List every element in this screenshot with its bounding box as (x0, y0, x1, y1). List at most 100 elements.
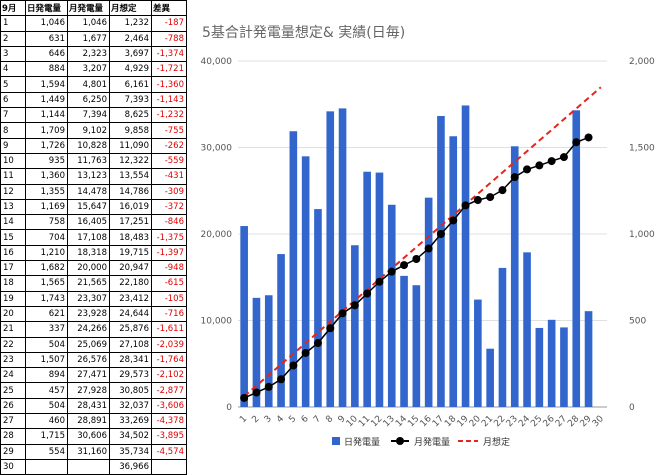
cell-day: 16 (0, 244, 26, 262)
monthly-point-5 (289, 361, 298, 370)
cell-day: 26 (0, 397, 26, 415)
right-tick-label: 500 (629, 317, 646, 327)
cell-monthly: 16,405 (67, 214, 110, 231)
cell-diff: -105 (151, 290, 187, 307)
cell-daily: 621 (25, 305, 68, 323)
right-tick-label: 1,000 (629, 230, 655, 240)
cell-monthly: 7,394 (67, 107, 110, 124)
legend-label-monthly: 月発電量 (414, 436, 450, 448)
cell-diff: -1,232 (151, 107, 187, 124)
cell-daily: 631 (25, 30, 68, 47)
monthly-point-20 (473, 196, 482, 205)
bar-day-20 (474, 299, 482, 407)
monthly-point-22 (498, 186, 507, 195)
cell-monthly: 26,576 (67, 351, 110, 369)
x-tick-label: 3 (263, 414, 274, 425)
monthly-point-17 (436, 230, 445, 238)
monthly-point-26 (547, 157, 556, 166)
monthly-point-12 (375, 277, 384, 286)
cell-forecast: 32,037 (109, 397, 152, 415)
cell-daily: 1,449 (25, 91, 68, 109)
cell-day: 27 (0, 413, 26, 430)
monthly-point-2 (252, 388, 261, 397)
cell-daily: 1,565 (25, 275, 68, 292)
cell-forecast: 27,108 (109, 336, 152, 353)
bar-day-1 (240, 226, 248, 407)
monthly-point-29 (584, 133, 593, 142)
bar-day-13 (387, 204, 396, 407)
cell-forecast: 24,644 (109, 305, 152, 323)
bar-day-23 (510, 146, 519, 407)
cell-forecast: 28,341 (109, 351, 152, 369)
monthly-point-15 (412, 255, 421, 264)
generation-chart: 5基合計発電量想定& 実績(日毎) 0 10,000 20,000 30,000 40,… (201, 24, 656, 448)
table-row: 23 1,507 26,576 28,341 -1,764 (0, 351, 187, 369)
cell-day: 18 (0, 275, 26, 292)
monthly-point-28 (572, 138, 581, 147)
left-tick-label: 30,000 (201, 144, 233, 154)
bar-day-2 (252, 297, 261, 407)
cell-monthly: 1,677 (67, 30, 110, 47)
legend: 日発電量 月発電量 月想定 (332, 436, 510, 448)
right-tick-label: 0 (629, 403, 635, 413)
cell-diff: -2,039 (151, 336, 187, 353)
cell-diff: -1,360 (151, 76, 187, 93)
cell-day: 24 (0, 367, 26, 384)
x-tick-label: 6 (300, 414, 311, 425)
cell-forecast: 9,858 (109, 122, 152, 139)
cell-day: 23 (0, 351, 26, 369)
cell-day: 10 (0, 152, 26, 170)
cell-daily: 1,726 (25, 137, 68, 154)
bar-day-25 (535, 327, 544, 407)
cell-diff: -755 (151, 122, 187, 139)
header-month: 9月 (0, 0, 26, 17)
cell-monthly: 17,108 (67, 229, 110, 246)
cell-monthly: 15,647 (67, 198, 110, 216)
cell-daily: 1,360 (25, 168, 68, 185)
cell-monthly: 4,801 (67, 76, 110, 93)
cell-day: 25 (0, 382, 26, 399)
table-row: 26 504 28,431 32,037 -3,606 (0, 397, 187, 415)
cell-daily: 1,355 (25, 183, 68, 200)
cell-monthly: 20,000 (67, 260, 110, 277)
cell-diff: -431 (151, 168, 187, 185)
monthly-point-10 (350, 301, 359, 310)
bar-day-17 (437, 116, 445, 407)
table-row: 29 554 31,160 35,734 -4,574 (0, 443, 187, 460)
cell-forecast: 3,697 (109, 45, 152, 63)
cell-day: 19 (0, 290, 26, 307)
cell-diff: -559 (151, 152, 187, 170)
cell-daily: 1,743 (25, 290, 68, 307)
table-row: 1 1,046 1,046 1,232 -187 (0, 15, 187, 32)
table-row: 28 1,715 30,606 34,502 -3,895 (0, 428, 187, 445)
cell-forecast: 25,876 (109, 321, 152, 338)
table-row: 30 36,966 (0, 458, 187, 475)
cell-daily (25, 458, 68, 475)
bar-day-6 (301, 156, 310, 407)
table-row: 24 894 27,471 29,573 -2,102 (0, 367, 187, 384)
cell-diff: -615 (151, 275, 187, 292)
cell-diff: -1,764 (151, 351, 187, 369)
monthly-point-8 (326, 324, 335, 333)
left-tick-label: 40,000 (201, 57, 233, 67)
table-row: 9 1,726 10,828 11,090 -262 (0, 137, 187, 154)
cell-daily: 704 (25, 229, 68, 246)
cell-diff: -4,574 (151, 443, 187, 460)
table-row: 3 646 2,323 3,697 -1,374 (0, 45, 187, 63)
cell-forecast: 30,805 (109, 382, 152, 399)
cell-daily: 1,594 (25, 76, 68, 93)
cell-diff: -1,143 (151, 91, 187, 109)
left-tick-label: 20,000 (201, 230, 233, 240)
monthly-point-18 (449, 216, 458, 225)
cell-monthly: 18,318 (67, 244, 110, 262)
bar-day-12 (375, 172, 384, 407)
table-row: 19 1,743 23,307 23,412 -105 (0, 290, 187, 307)
cell-daily: 1,715 (25, 428, 68, 445)
cell-forecast: 36,966 (109, 458, 152, 475)
cell-diff: -1,721 (151, 61, 187, 78)
cell-daily: 884 (25, 61, 68, 78)
right-tick-label: 1,500 (629, 144, 655, 154)
bar-day-9 (338, 108, 347, 407)
cell-monthly: 10,828 (67, 137, 110, 154)
cell-monthly: 13,123 (67, 168, 110, 185)
